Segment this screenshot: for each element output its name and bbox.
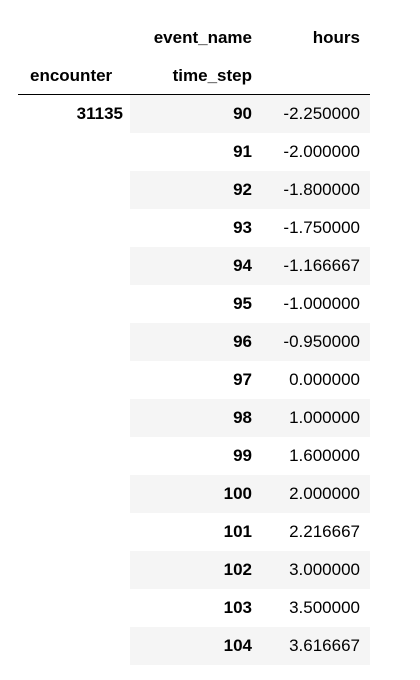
time-step-index-cell: 94 — [233, 256, 252, 275]
time-step-index-cell: 101 — [223, 522, 252, 541]
column-header-event-name: event_name — [153, 28, 252, 47]
row-background — [130, 247, 370, 285]
row-background — [130, 437, 370, 475]
row-background — [130, 133, 370, 171]
hours-cell: -1.166667 — [283, 256, 360, 275]
table-row: 93 -1.750000 — [18, 209, 370, 247]
row-background — [130, 551, 370, 589]
table-row: 95 -1.000000 — [18, 285, 370, 323]
encounter-index-cell: 31135 — [76, 104, 123, 123]
index-header-row: encounter time_step — [18, 56, 370, 94]
time-step-index-cell: 92 — [233, 180, 252, 199]
table-body: 31135 90 -2.250000 91 -2.000000 92 -1.800000 93… — [18, 95, 370, 665]
time-step-index-cell: 96 — [233, 332, 252, 351]
hours-cell: 3.616667 — [289, 636, 360, 655]
header-divider — [18, 94, 370, 95]
time-step-index-cell: 103 — [223, 598, 252, 617]
index-header-encounter: encounter — [30, 66, 113, 85]
hours-cell: -2.250000 — [283, 104, 360, 123]
table-row: 99 1.600000 — [18, 437, 370, 475]
row-background — [130, 323, 370, 361]
hours-cell: 0.000000 — [289, 370, 360, 389]
hours-cell: -0.950000 — [283, 332, 360, 351]
row-background — [130, 627, 370, 665]
table-row: 96 -0.950000 — [18, 323, 370, 361]
time-step-index-cell: 102 — [223, 560, 252, 579]
time-step-index-cell: 90 — [233, 104, 252, 123]
hours-cell: 2.216667 — [289, 522, 360, 541]
time-step-index-cell: 104 — [223, 636, 252, 655]
table-row: 94 -1.166667 — [18, 247, 370, 285]
row-background — [130, 171, 370, 209]
hours-cell: -2.000000 — [283, 142, 360, 161]
hours-cell: -1.000000 — [283, 294, 360, 313]
row-background — [130, 399, 370, 437]
row-background — [130, 95, 370, 133]
hours-cell: 3.500000 — [289, 598, 360, 617]
dataframe-table: event_name hours encounter time_step 311… — [18, 18, 370, 665]
table-row: 101 2.216667 — [18, 513, 370, 551]
time-step-index-cell: 98 — [233, 408, 252, 427]
row-background — [130, 589, 370, 627]
hours-cell: 1.600000 — [289, 446, 360, 465]
table-row: 31135 90 -2.250000 — [18, 95, 370, 133]
time-step-index-cell: 99 — [233, 446, 252, 465]
hours-cell: -1.800000 — [283, 180, 360, 199]
hours-cell: 3.000000 — [289, 560, 360, 579]
table-row: 104 3.616667 — [18, 627, 370, 665]
hours-cell: 2.000000 — [289, 484, 360, 503]
row-background — [130, 475, 370, 513]
table-row: 103 3.500000 — [18, 589, 370, 627]
table-row: 92 -1.800000 — [18, 171, 370, 209]
time-step-index-cell: 91 — [233, 142, 252, 161]
index-header-time-step: time_step — [172, 66, 252, 85]
time-step-index-cell: 100 — [223, 484, 252, 503]
hours-cell: -1.750000 — [283, 218, 360, 237]
row-background — [130, 361, 370, 399]
row-background — [130, 513, 370, 551]
row-background — [130, 285, 370, 323]
table-row: 97 0.000000 — [18, 361, 370, 399]
column-header-row: event_name hours — [18, 18, 370, 56]
time-step-index-cell: 97 — [233, 370, 252, 389]
row-background — [130, 209, 370, 247]
time-step-index-cell: 95 — [233, 294, 252, 313]
time-step-index-cell: 93 — [233, 218, 252, 237]
table-row: 91 -2.000000 — [18, 133, 370, 171]
column-header-hours: hours — [312, 28, 360, 47]
table-row: 102 3.000000 — [18, 551, 370, 589]
table-row: 100 2.000000 — [18, 475, 370, 513]
table-row: 98 1.000000 — [18, 399, 370, 437]
hours-cell: 1.000000 — [289, 408, 360, 427]
